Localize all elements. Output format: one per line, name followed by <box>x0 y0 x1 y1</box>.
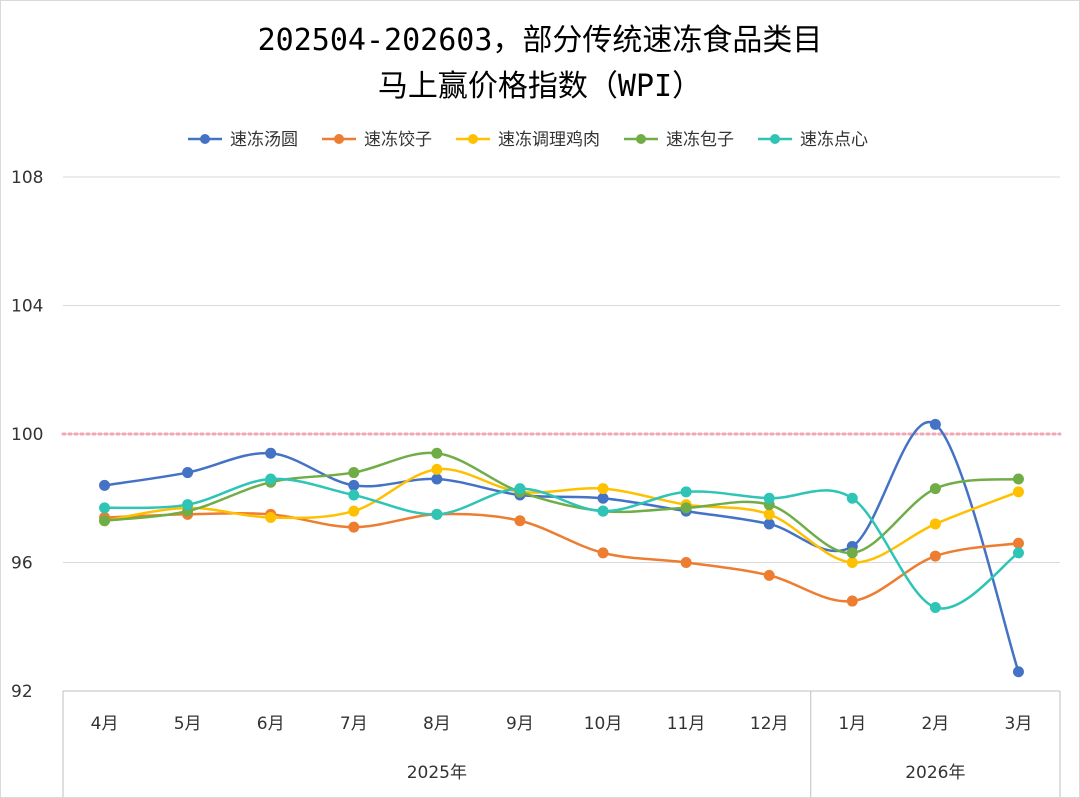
series-3-point-11 <box>1012 473 1024 485</box>
series-line-3 <box>104 451 1019 555</box>
series-3-point-0 <box>99 515 111 527</box>
series-3-point-3 <box>348 467 360 479</box>
x-tick-label: 10月 <box>584 714 623 734</box>
series-4-point-9 <box>846 492 858 504</box>
series-line-2 <box>104 467 1019 564</box>
series-1-point-7 <box>680 557 692 568</box>
series-line-0 <box>104 420 1020 673</box>
series-1-point-10 <box>929 550 941 562</box>
legend-label-0: 速冻汤圆 <box>230 130 298 150</box>
y-tick-label-108: 108 <box>11 168 43 188</box>
series-3-point-4 <box>431 447 443 459</box>
series-4-point-3 <box>348 489 360 501</box>
y-tick-label-92: 92 <box>11 682 33 702</box>
series-4-point-0 <box>99 502 111 514</box>
series-0-point-10 <box>929 418 941 430</box>
series-0-point-2 <box>265 447 277 459</box>
series-2-point-3 <box>348 505 360 517</box>
chart-title-line1: 202504-202603，部分传统速冻食品类目 <box>257 23 823 58</box>
series-4-point-8 <box>763 492 775 504</box>
chart-title-line2: 马上赢价格指数（WPI） <box>377 69 703 104</box>
series-4-point-11 <box>1012 547 1024 559</box>
year-group-label: 2025年 <box>407 763 467 783</box>
series-2-point-11 <box>1012 486 1024 498</box>
series-1-point-9 <box>846 595 858 607</box>
x-tick-label: 2月 <box>921 714 949 734</box>
legend-marker-0 <box>200 134 210 144</box>
series-1-point-5 <box>514 515 526 527</box>
legend-label-1: 速冻饺子 <box>364 130 432 150</box>
series-0-point-4 <box>431 473 443 485</box>
series-0-point-8 <box>763 518 775 530</box>
x-tick-label: 8月 <box>423 714 451 734</box>
legend-marker-2 <box>468 134 478 144</box>
x-tick-label: 9月 <box>506 714 534 734</box>
y-tick-label-96: 96 <box>11 554 33 574</box>
series-4-point-7 <box>680 486 692 498</box>
legend-label-2: 速冻调理鸡肉 <box>498 130 600 150</box>
x-tick-label: 11月 <box>667 714 706 734</box>
series-1-point-11 <box>1012 537 1024 549</box>
y-tick-label-100: 100 <box>11 425 43 445</box>
series-0-point-6 <box>597 492 609 504</box>
series-3-point-7 <box>680 502 692 514</box>
x-tick-label: 4月 <box>91 714 119 734</box>
series-2-point-9 <box>846 557 858 568</box>
series-0-point-11 <box>1012 666 1024 678</box>
series-4-point-4 <box>431 508 443 520</box>
legend-label-4: 速冻点心 <box>800 130 868 150</box>
x-tick-label: 3月 <box>1005 714 1033 734</box>
series-1-point-3 <box>348 521 360 533</box>
series-3-point-10 <box>929 483 941 495</box>
legend-marker-3 <box>636 134 646 144</box>
series-2-point-8 <box>763 508 775 520</box>
series-2-point-4 <box>431 463 443 475</box>
x-tick-label: 5月 <box>174 714 202 734</box>
series-0-point-0 <box>99 479 111 491</box>
series-4-point-1 <box>182 499 194 511</box>
series-1-point-8 <box>763 569 775 581</box>
legend-label-3: 速冻包子 <box>666 130 734 150</box>
series-4-point-2 <box>265 473 277 485</box>
series-0-point-1 <box>182 467 194 479</box>
x-tick-label: 12月 <box>750 714 789 734</box>
x-tick-label: 1月 <box>838 714 866 734</box>
series-1-point-6 <box>597 547 609 559</box>
series-2-point-6 <box>597 483 609 495</box>
legend-marker-4 <box>770 134 780 144</box>
y-tick-label-104: 104 <box>11 297 43 317</box>
series-3-point-9 <box>846 547 858 559</box>
x-tick-label: 7月 <box>340 714 368 734</box>
series-2-point-10 <box>929 518 941 530</box>
series-line-1 <box>104 511 1019 603</box>
series-2-point-2 <box>265 512 277 524</box>
legend-marker-1 <box>334 134 344 144</box>
x-tick-label: 6月 <box>257 714 285 734</box>
series-4-point-6 <box>597 505 609 517</box>
year-group-label: 2026年 <box>905 763 965 783</box>
series-0-point-3 <box>348 479 360 491</box>
series-4-point-5 <box>514 483 526 495</box>
series-4-point-10 <box>929 601 941 613</box>
